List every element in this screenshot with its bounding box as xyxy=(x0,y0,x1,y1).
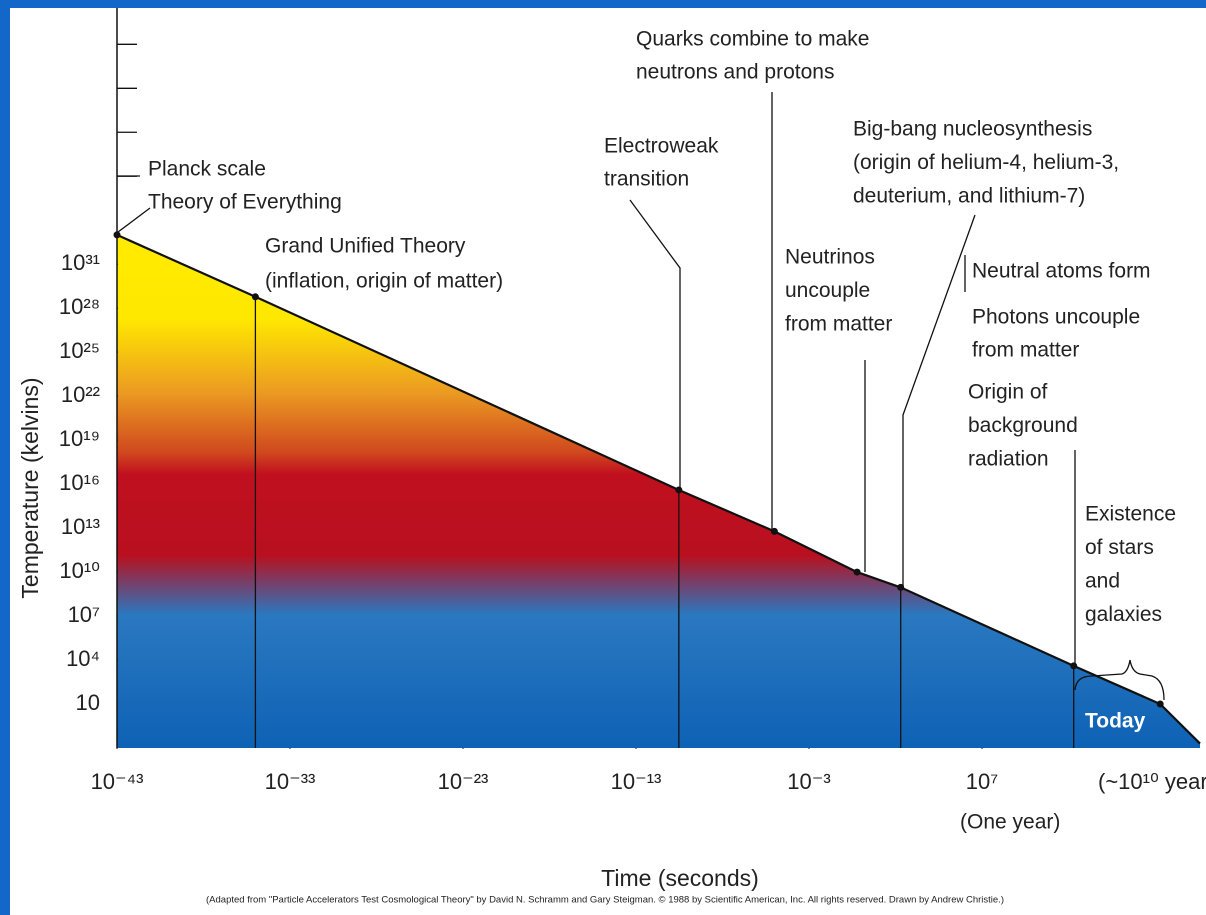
annotation: Planck scale xyxy=(148,158,266,181)
brace xyxy=(1074,659,1165,701)
annotation: (One year) xyxy=(960,811,1060,834)
annotation: Existence xyxy=(1085,503,1176,526)
annotation: Theory of Everything xyxy=(148,191,342,214)
y-tick-label: 10²⁸ xyxy=(59,294,100,319)
point xyxy=(251,293,259,301)
annotation: from matter xyxy=(972,339,1079,362)
y-tick-label: 10 xyxy=(76,690,100,715)
x-tick-label: 10⁻⁴³ xyxy=(91,769,144,794)
point xyxy=(770,527,778,535)
annotation: transition xyxy=(604,168,689,191)
annotation: Origin of xyxy=(968,381,1048,404)
x-tick-label: 10⁻³³ xyxy=(265,769,316,794)
y-axis-label: Temperature (kelvins) xyxy=(17,377,43,598)
frame-left xyxy=(0,0,10,915)
annotation: of stars xyxy=(1085,536,1154,559)
annotation: Big-bang nucleosynthesis xyxy=(853,118,1092,141)
x-tick-label: 10⁷ xyxy=(966,769,998,794)
annotation: uncouple xyxy=(785,279,870,302)
x-tick-label: 10⁻¹³ xyxy=(611,769,662,794)
y-tick-label: 10⁷ xyxy=(68,602,100,627)
annotation: background xyxy=(968,414,1078,437)
x-tick-label: 10⁻³ xyxy=(787,769,830,794)
leader xyxy=(902,214,976,588)
annotation: (~10¹⁰ years ) xyxy=(1098,769,1206,794)
point xyxy=(1070,662,1078,670)
point xyxy=(897,583,905,591)
annotation: galaxies xyxy=(1085,603,1162,626)
leader xyxy=(629,199,681,489)
annotation: Today xyxy=(1085,710,1146,733)
annotation: Electroweak xyxy=(604,135,719,158)
y-tick-label: 10¹⁶ xyxy=(59,470,100,495)
annotation: (inflation, origin of matter) xyxy=(265,270,503,293)
point xyxy=(853,568,861,576)
annotation: and xyxy=(1085,570,1120,593)
annotation: Neutrinos xyxy=(785,246,875,269)
annotation: radiation xyxy=(968,448,1049,471)
leader xyxy=(117,207,151,233)
annotation: (origin of helium-4, helium-3, xyxy=(853,151,1119,174)
leaders xyxy=(117,92,1165,701)
annotation: Neutral atoms form xyxy=(972,260,1151,283)
annotation: Quarks combine to make xyxy=(636,28,869,51)
y-tick-label: 10¹⁰ xyxy=(59,558,100,583)
annotation: neutrons and protons xyxy=(636,61,834,84)
annotation: deuterium, and lithium-7) xyxy=(853,185,1085,208)
y-tick-label: 10³¹ xyxy=(61,250,100,275)
x-axis-label: Time (seconds) xyxy=(601,865,759,891)
y-tick-label: 10²⁵ xyxy=(59,338,100,363)
annotation: Grand Unified Theory xyxy=(265,235,466,258)
annotation: from matter xyxy=(785,313,892,336)
source-note: (Adapted from "Particle Accelerators Tes… xyxy=(206,895,1004,906)
point xyxy=(113,231,121,239)
y-tick-label: 10¹³ xyxy=(61,514,100,539)
point xyxy=(675,486,683,494)
plot-fill-layer xyxy=(117,234,1200,749)
x-tick-label: 10⁻²³ xyxy=(438,769,489,794)
y-tick-label: 10⁴ xyxy=(66,646,100,671)
y-tick-label: 10²² xyxy=(61,382,100,407)
frame-top xyxy=(0,0,1206,8)
annotation: Photons uncouple xyxy=(972,306,1140,329)
point xyxy=(1156,700,1164,708)
temperature-fill xyxy=(117,234,1200,749)
y-tick-label: 10¹⁹ xyxy=(59,426,100,451)
